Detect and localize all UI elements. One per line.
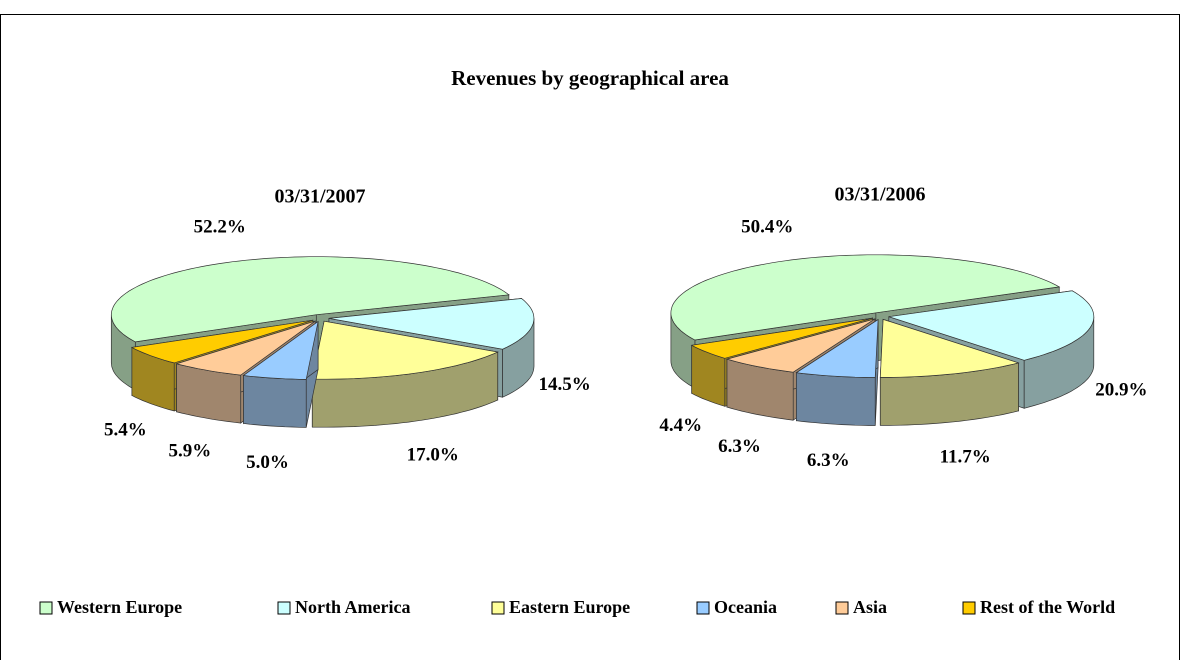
pie-slice	[130, 319, 313, 364]
data-label: 5.9%	[168, 441, 211, 462]
data-label: 14.5%	[539, 374, 591, 395]
data-label: 6.3%	[718, 436, 761, 457]
slice-group	[311, 320, 499, 428]
legend-swatch	[277, 601, 291, 615]
pie-slice	[175, 320, 316, 376]
pie-slice	[328, 298, 535, 350]
slice-side	[243, 375, 307, 428]
pie-slice	[879, 318, 1020, 378]
pie-slice	[110, 256, 510, 343]
pie-slice	[888, 290, 1095, 361]
pie-title: 03/31/2006	[834, 184, 925, 206]
pie-title: 03/31/2007	[274, 186, 365, 208]
legend-label: Eastern Europe	[509, 597, 630, 617]
chart-title: Revenues by geographical area	[451, 66, 729, 90]
slice-group	[242, 320, 319, 428]
legend-swatch	[491, 601, 505, 615]
legend-label: Rest of the World	[980, 597, 1115, 617]
legend-swatch	[962, 601, 976, 615]
data-label: 11.7%	[940, 447, 991, 468]
data-label: 52.2%	[194, 216, 246, 237]
data-label: 5.4%	[104, 419, 147, 440]
pie-slice	[242, 320, 319, 380]
legend-swatch	[696, 601, 710, 615]
slice-side	[796, 372, 876, 426]
slice-group	[879, 318, 1020, 426]
legend-label: Asia	[853, 597, 887, 617]
legend-label: Western Europe	[57, 597, 182, 617]
pie-slice	[670, 254, 1061, 341]
pie-slice	[795, 318, 879, 378]
pie-slice	[725, 318, 876, 373]
data-label: 50.4%	[741, 216, 793, 237]
pie-slice	[311, 320, 499, 380]
data-label: 20.9%	[1095, 380, 1147, 401]
legend-label: Oceania	[714, 597, 777, 617]
data-label: 5.0%	[246, 452, 289, 473]
chart-border	[0, 14, 1180, 660]
data-label: 17.0%	[407, 444, 459, 465]
slice-group	[795, 318, 879, 426]
data-label: 4.4%	[659, 415, 702, 436]
data-label: 6.3%	[807, 450, 850, 471]
legend-swatch	[39, 601, 53, 615]
pie-slice	[690, 317, 873, 359]
legend-swatch	[835, 601, 849, 615]
legend-label: North America	[295, 597, 410, 617]
